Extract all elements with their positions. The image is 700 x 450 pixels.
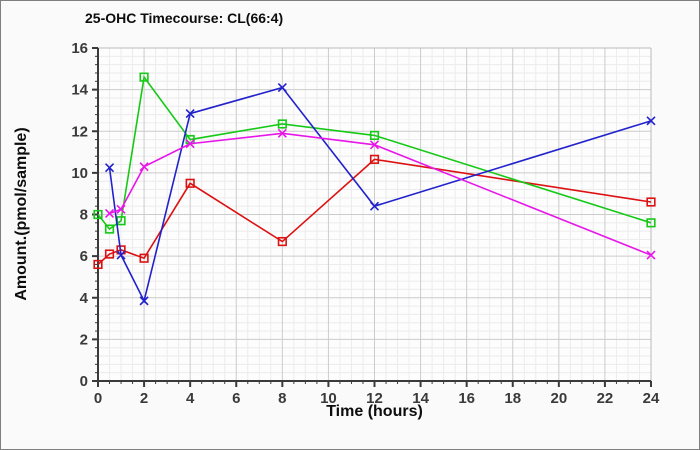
series-blue-x-marker	[277, 82, 287, 93]
series-green-squares-marker	[93, 209, 103, 220]
series-green-squares-marker	[369, 130, 380, 141]
y-axis-title: Amount.(pmol/sample)	[13, 127, 30, 301]
x-tick-label: 4	[186, 390, 195, 407]
x-tick-label: 0	[94, 390, 102, 407]
series-red-squares-marker	[93, 259, 103, 270]
y-tick-label: 16	[71, 40, 88, 57]
y-tick-label: 4	[80, 290, 89, 307]
x-tick-label: 2	[140, 390, 148, 407]
y-tick-label: 12	[71, 123, 88, 140]
x-tick-label: 20	[550, 390, 567, 407]
series-blue-x-marker	[369, 201, 380, 211]
series-red-squares-marker	[139, 253, 149, 263]
series-red-squares-marker	[369, 154, 380, 164]
series-red-squares-line	[97, 158, 652, 266]
x-axis-title: Time (hours)	[326, 403, 423, 420]
series-red-squares-marker	[104, 249, 115, 259]
y-tick-label: 8	[80, 207, 88, 224]
series-red-squares-marker	[277, 236, 287, 247]
y-tick-label: 14	[71, 82, 88, 99]
series-blue-x-marker	[646, 116, 656, 126]
series-magenta-x-marker	[277, 128, 287, 138]
series-green-squares-line	[97, 75, 652, 231]
x-tick-label: 10	[320, 390, 337, 407]
x-tick-label: 22	[597, 390, 614, 407]
series-magenta-x-marker	[646, 250, 656, 260]
x-tick-label: 24	[643, 390, 660, 407]
series-red-squares-marker	[646, 197, 656, 207]
series-blue-x-marker	[185, 108, 195, 119]
x-tick-label: 16	[458, 390, 475, 407]
y-tick-label: 10	[71, 165, 88, 182]
series-red-squares-marker	[185, 178, 195, 188]
series-magenta-x-marker	[104, 208, 115, 219]
series-magenta-x-marker	[369, 140, 380, 150]
x-tick-label: 18	[504, 390, 521, 407]
x-tick-label: 14	[412, 390, 429, 407]
y-tick-label: 6	[80, 248, 88, 265]
x-tick-label: 6	[232, 390, 240, 407]
x-tick-label: 8	[278, 390, 286, 407]
series-magenta-x-marker	[185, 139, 195, 149]
series-green-squares-marker	[104, 224, 115, 234]
series-magenta-x-marker	[116, 204, 126, 214]
series-green-squares-marker	[277, 119, 287, 129]
series-blue-x-marker	[104, 163, 115, 173]
series-green-squares-marker	[139, 72, 149, 82]
series-blue-x-marker	[139, 296, 149, 306]
x-tick-label: 12	[366, 390, 383, 407]
series-green-squares-marker	[646, 218, 656, 228]
y-tick-label: 2	[80, 331, 88, 348]
y-tick-label: 0	[80, 373, 88, 390]
chart-title: 25-OHC Timecourse: CL(66:4)	[85, 10, 284, 26]
series-blue-x-marker	[116, 250, 126, 260]
series-magenta-x-marker	[139, 162, 149, 172]
